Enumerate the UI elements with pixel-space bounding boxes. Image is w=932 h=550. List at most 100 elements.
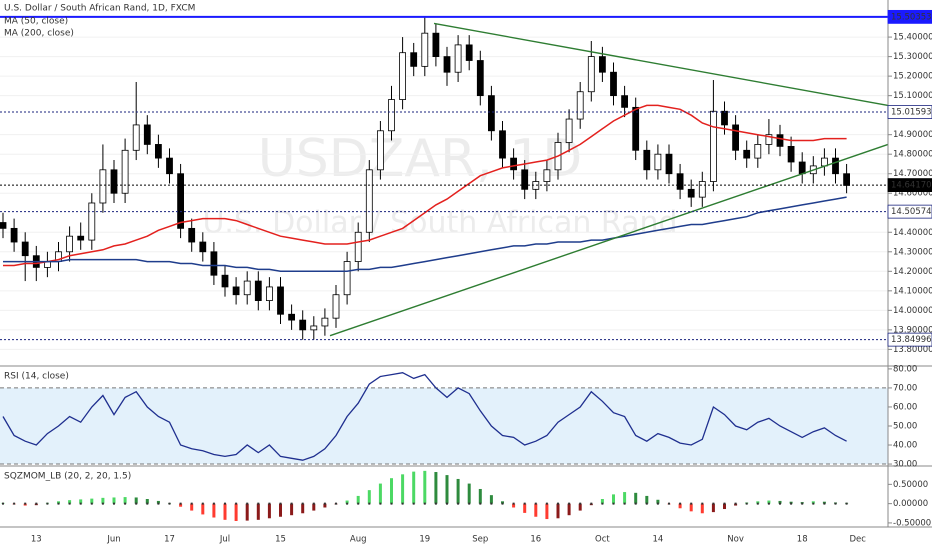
candle-body	[465, 44, 473, 61]
candle-body	[443, 56, 451, 73]
squeeze-dot	[279, 502, 282, 505]
momentum-bar	[623, 492, 627, 504]
x-tick-label: 19	[419, 535, 430, 545]
squeeze-dot	[446, 502, 448, 505]
price-level-label: 15.01593	[891, 108, 932, 118]
candle-body	[821, 157, 828, 167]
momentum-bar	[323, 503, 327, 508]
candle-body	[576, 91, 584, 120]
squeeze-dot	[323, 502, 326, 505]
squeeze-dot	[723, 502, 726, 505]
candle-body	[354, 231, 362, 262]
candle-body	[254, 280, 262, 301]
squeeze-dot	[357, 502, 360, 505]
candle-body	[410, 52, 418, 67]
momentum-bar	[756, 501, 760, 504]
momentum-bar	[534, 503, 538, 517]
squeeze-dot	[257, 502, 260, 505]
squeeze-dot	[312, 502, 315, 505]
squeeze-dot	[113, 502, 115, 505]
candle-body	[687, 188, 695, 198]
candle-body	[376, 130, 384, 171]
candle-body	[66, 235, 73, 253]
squeeze-dot	[401, 502, 404, 505]
momentum-bar	[234, 503, 238, 521]
candle-body	[610, 71, 617, 97]
squeeze-dot	[390, 502, 393, 505]
candle-body	[143, 124, 151, 145]
momentum-bar	[356, 495, 360, 504]
trend-line	[329, 143, 889, 337]
squeeze-dot	[479, 502, 482, 505]
candle-body	[199, 241, 207, 253]
plot-area	[0, 15, 889, 521]
candle-body	[454, 44, 462, 73]
momentum-bar	[156, 500, 160, 504]
squeeze-dot	[534, 502, 537, 505]
squeeze-dot	[745, 502, 748, 505]
momentum-bar	[134, 497, 138, 504]
momentum-bar	[778, 500, 782, 504]
candle-body	[232, 286, 240, 296]
momentum-bar	[267, 503, 271, 519]
squeeze-dot	[457, 502, 460, 505]
momentum-bar	[489, 495, 493, 504]
squeeze-dot	[490, 502, 493, 505]
momentum-bar	[145, 499, 149, 504]
momentum-bar	[612, 494, 615, 504]
candle-body	[732, 124, 739, 151]
squeeze-dot	[90, 502, 93, 505]
candle-body	[421, 32, 429, 67]
squeeze-dot	[135, 502, 138, 505]
candle-body	[121, 149, 129, 194]
candle-body	[565, 118, 573, 143]
momentum-bar	[556, 503, 560, 519]
candle-body	[77, 235, 85, 241]
momentum-bar	[345, 500, 349, 504]
squeeze-dot	[212, 502, 215, 505]
momentum-bar	[245, 503, 249, 521]
squeeze-dot	[656, 502, 659, 505]
squeeze-dot	[579, 502, 582, 505]
candle-body	[487, 95, 495, 132]
momentum-bar	[512, 503, 516, 508]
squeeze-dot	[501, 502, 504, 505]
candle-body	[88, 202, 96, 241]
momentum-bar	[634, 492, 638, 504]
candle-body	[765, 134, 773, 145]
momentum-bar	[711, 503, 715, 513]
squeeze-dot	[301, 502, 304, 505]
candle-body	[210, 251, 218, 276]
squeeze-dot	[268, 502, 271, 505]
squeeze-dot	[201, 502, 204, 505]
candle-body	[510, 157, 518, 171]
candle-body	[110, 169, 118, 194]
momentum-bar	[390, 478, 393, 504]
x-tick-label: 17	[164, 535, 175, 545]
x-tick-label: 16	[530, 535, 541, 545]
squeeze-dot	[690, 502, 693, 505]
squeeze-dot	[423, 502, 426, 505]
rsi-line	[2, 372, 847, 461]
momentum-bar	[523, 503, 527, 513]
x-tick-label: Dec	[849, 535, 866, 545]
x-tick-label: 18	[797, 535, 808, 545]
squeeze-dot	[179, 502, 182, 505]
squeeze-dot	[101, 502, 104, 505]
price-level-tag	[887, 105, 932, 119]
y-tick-label: 13.80000	[893, 345, 932, 355]
squeeze-dot	[246, 502, 249, 505]
candle-body	[265, 286, 273, 301]
price-level-label: 15.50353	[891, 12, 932, 22]
momentum-bar	[57, 501, 60, 504]
x-tick-label: Aug	[350, 535, 367, 545]
candle-body	[521, 169, 529, 190]
momentum-bar	[79, 499, 83, 504]
candle-body	[288, 313, 296, 321]
candle-body	[843, 173, 850, 186]
candle-body	[654, 153, 662, 171]
momentum-bar	[101, 497, 105, 504]
candle-body	[0, 222, 7, 229]
candle-body	[754, 144, 762, 159]
